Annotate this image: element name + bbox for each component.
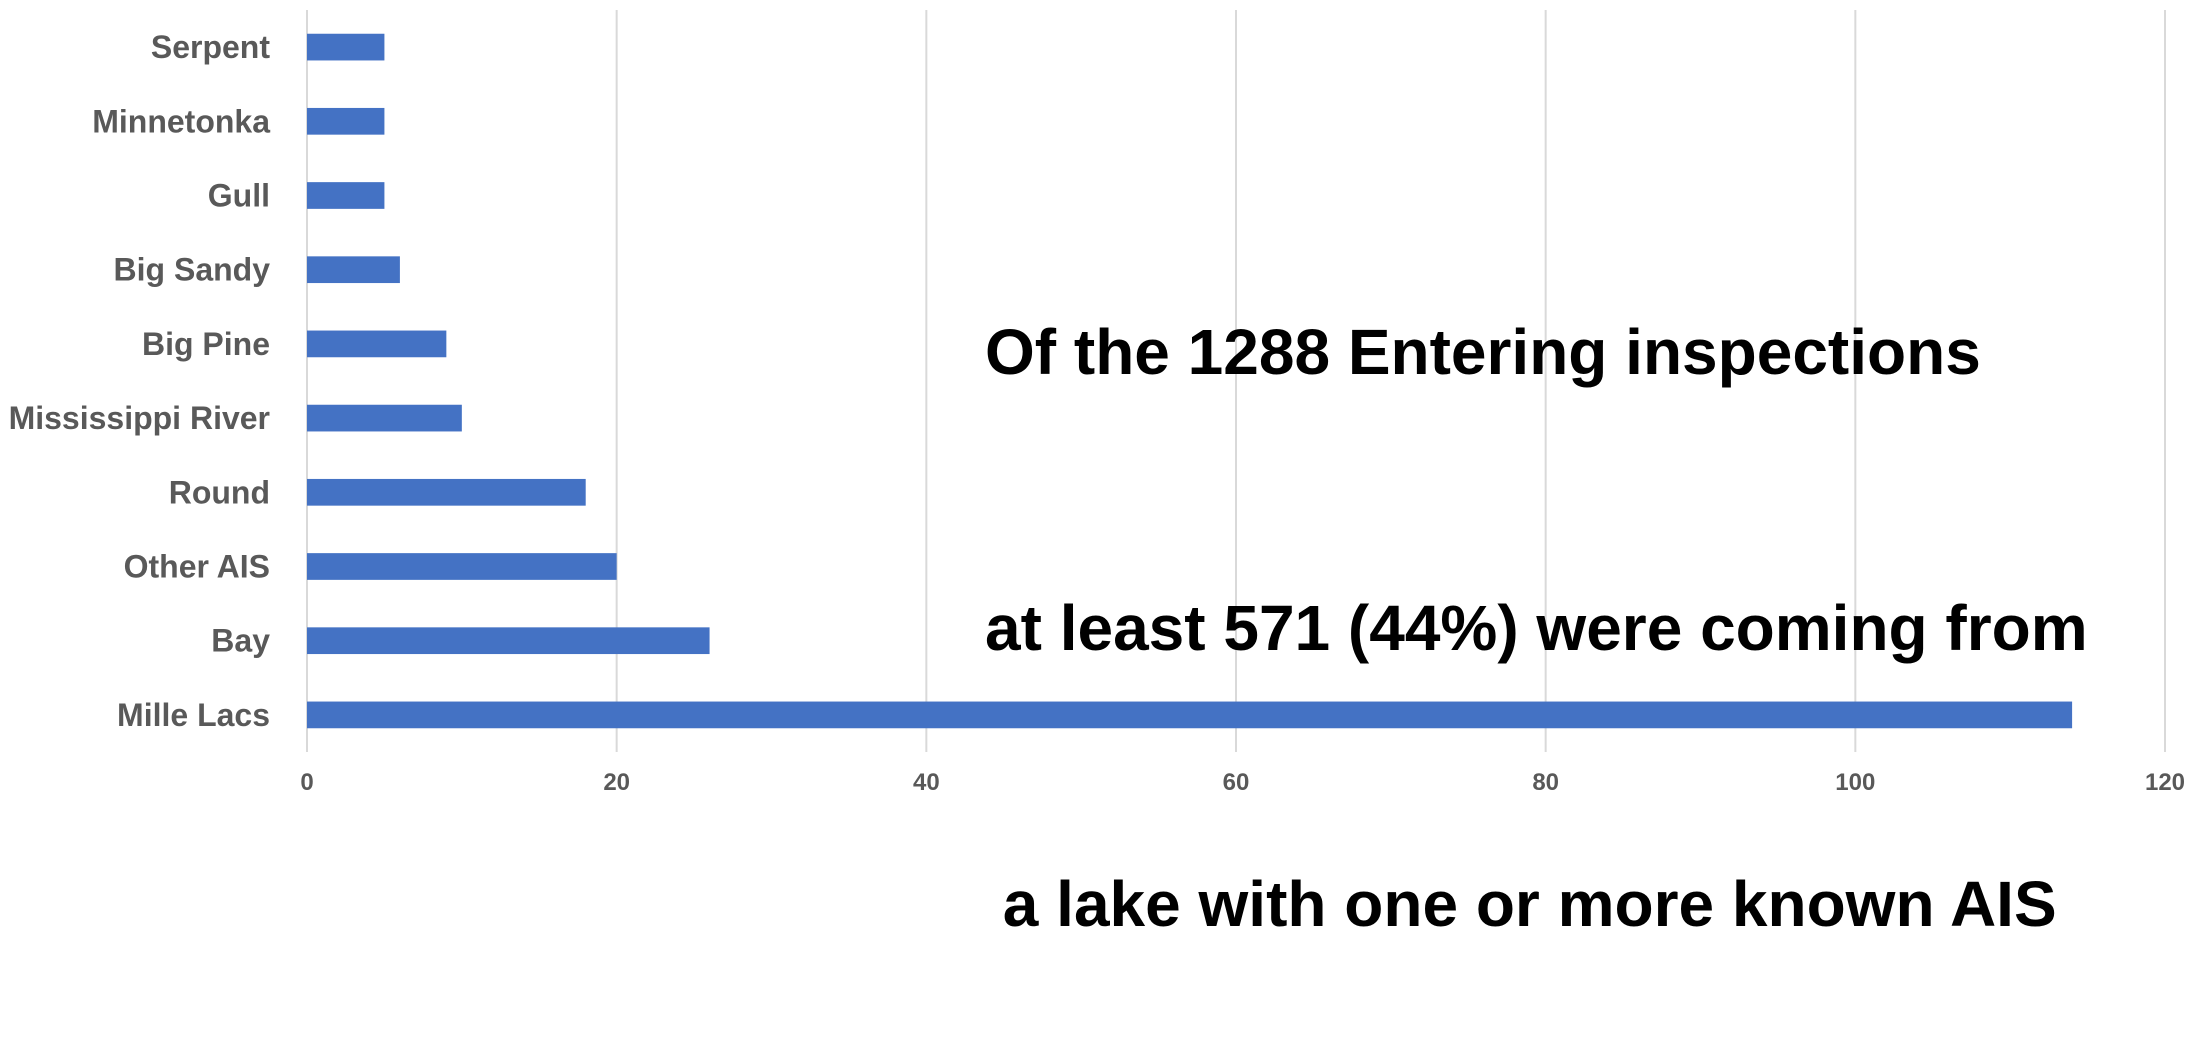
bar: [307, 256, 400, 284]
bar: [307, 33, 385, 61]
category-labels: Mille Lacs Bay Other AIS Round Mississippi R…: [9, 29, 271, 733]
x-tick-label: 20: [603, 769, 630, 796]
bar: [307, 627, 710, 655]
bars: [307, 33, 2073, 729]
gridlines: [306, 10, 2166, 752]
category-label: Mille Lacs: [117, 697, 270, 733]
x-tick-label: 120: [2145, 769, 2185, 796]
x-tick-label: 0: [300, 769, 313, 796]
annotation-line: at least 571 (44%) were coming from: [985, 592, 2088, 664]
category-label: Other AIS: [124, 549, 270, 585]
x-tick-label: 100: [1835, 769, 1875, 796]
x-tick-label: 40: [913, 769, 940, 796]
annotation-line: a lake with one or more known AIS: [985, 868, 2057, 940]
category-label: Round: [169, 474, 270, 510]
category-label: Bay: [211, 623, 270, 659]
bar: [307, 330, 447, 358]
x-tick-labels: 0 20 40 60 80 100 120: [300, 769, 2185, 796]
bar: [307, 701, 2073, 729]
bar-chart: Mille Lacs Bay Other AIS Round Mississippi R…: [9, 10, 2185, 796]
x-tick-label: 80: [1532, 769, 1559, 796]
category-label: Minnetonka: [92, 103, 270, 139]
annotation-line: Of the 1288 Entering inspections: [985, 316, 1981, 388]
bar: [307, 478, 586, 506]
bar: [307, 553, 617, 580]
category-label: Big Sandy: [114, 252, 271, 288]
annotation-text: Of the 1288 Entering inspections at leas…: [985, 122, 2088, 1042]
x-tick-label: 60: [1223, 769, 1250, 796]
category-label: Big Pine: [142, 326, 270, 362]
category-label: Mississippi River: [9, 400, 270, 436]
bar: [307, 182, 385, 209]
category-label: Gull: [208, 178, 270, 214]
bar: [307, 107, 385, 135]
bar: [307, 404, 462, 432]
category-label: Serpent: [151, 29, 270, 65]
